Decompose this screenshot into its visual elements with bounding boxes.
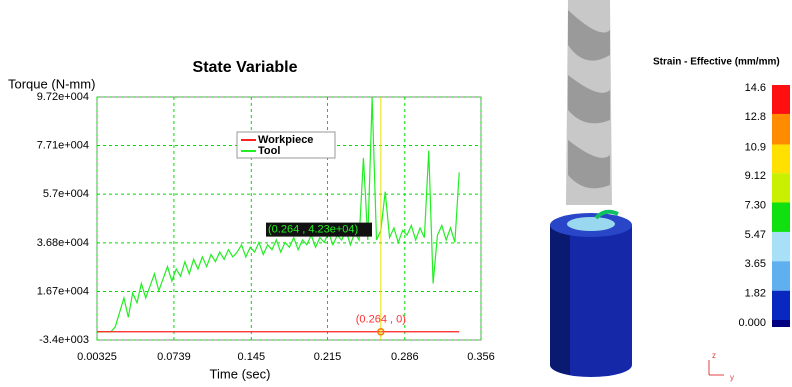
cursor-baseline-label: (0.264 , 0) <box>356 314 406 326</box>
colorbar-tick-label: 9.12 <box>745 170 766 182</box>
colorbar-swatch <box>772 145 790 174</box>
drill-model <box>550 0 632 377</box>
colorbar-swatch <box>772 291 790 320</box>
colorbar-tick-label: 10.9 <box>745 141 766 153</box>
chart-title: State Variable <box>193 59 298 76</box>
y-tick-label: 9.72e+004 <box>37 91 89 103</box>
colorbar-tick-label: 12.8 <box>745 111 766 123</box>
colorbar-swatch <box>772 320 790 327</box>
x-tick-label: 0.215 <box>314 351 342 363</box>
x-tick-label: 0.145 <box>238 351 266 363</box>
axis-triad <box>709 360 724 375</box>
colorbar-tick-label: 5.47 <box>745 229 766 241</box>
colorbar-swatch <box>772 85 790 114</box>
cursor-label: (0.264 , 4.23e+04) <box>268 224 358 236</box>
x-tick-label: 0.0739 <box>157 351 191 363</box>
colorbar-tick-label: 0.000 <box>738 317 766 329</box>
y-tick-label: 5.7e+004 <box>43 188 89 200</box>
x-tick-label: 0.00325 <box>77 351 117 363</box>
colorbar-tick-label: 14.6 <box>745 82 766 94</box>
x-tick-label: 0.286 <box>391 351 419 363</box>
colorbar-title: Strain - Effective (mm/mm) <box>653 57 780 68</box>
y-tick-label: 1.67e+004 <box>37 285 89 297</box>
y-tick-label: -3.4e+003 <box>39 334 89 346</box>
colorbar-tick-label: 1.82 <box>745 288 766 300</box>
legend-label: Tool <box>258 145 280 157</box>
colorbar-swatch <box>772 261 790 290</box>
triad-label: z <box>712 351 716 360</box>
y-axis-label: Torque (N-mm) <box>8 76 95 91</box>
colorbar-tick-label: 7.30 <box>745 199 766 211</box>
colorbar-tick-label: 3.65 <box>745 258 766 270</box>
colorbar-swatch <box>772 232 790 261</box>
x-axis-label: Time (sec) <box>210 366 271 381</box>
y-tick-label: 7.71e+004 <box>37 139 89 151</box>
x-tick-label: 0.356 <box>467 351 495 363</box>
y-tick-label: 3.68e+004 <box>37 237 89 249</box>
colorbar-swatch <box>772 114 790 145</box>
colorbar-swatch <box>772 203 790 232</box>
triad-label: y <box>730 373 734 382</box>
colorbar-swatch <box>772 173 790 202</box>
screen: State Variable Torque (N-mm) Time (sec) -3.… <box>0 0 792 382</box>
